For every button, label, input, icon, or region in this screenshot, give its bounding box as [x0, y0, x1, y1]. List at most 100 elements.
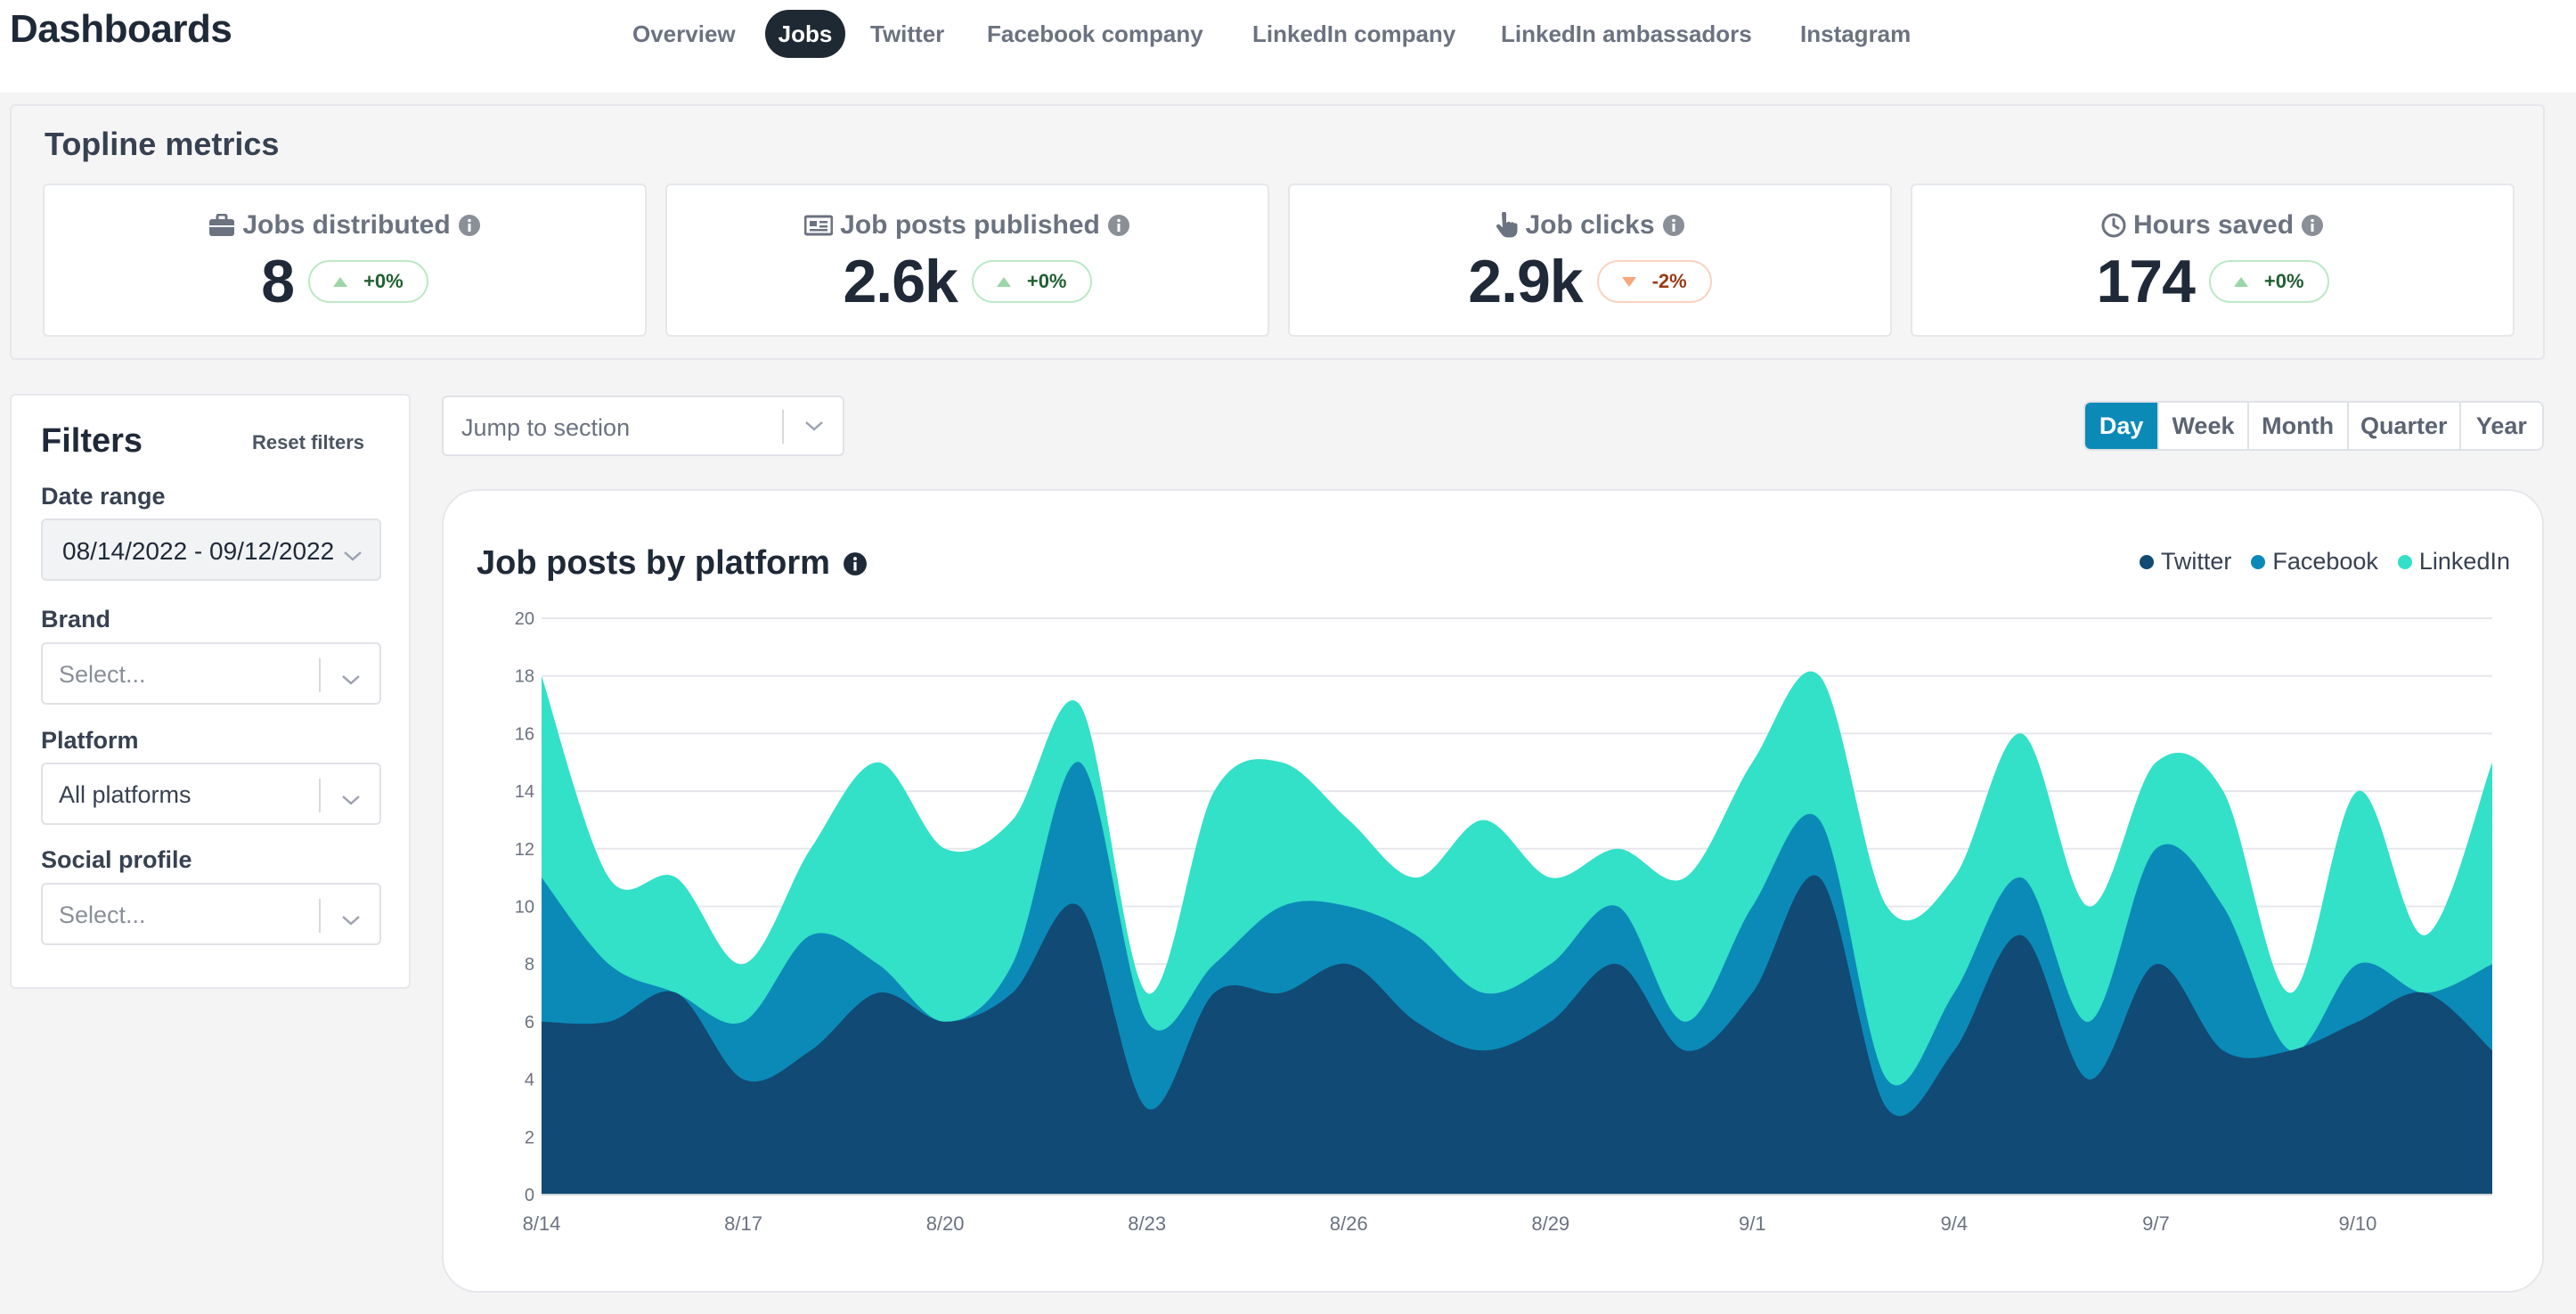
- platform-select[interactable]: All platforms: [41, 763, 381, 825]
- period-year-button[interactable]: Year: [2458, 403, 2542, 449]
- info-icon[interactable]: [1662, 214, 1685, 237]
- info-icon[interactable]: [843, 551, 868, 576]
- pointer-hand-icon: [1495, 212, 1518, 239]
- chevron-down-icon: [803, 419, 825, 437]
- x-tick-label: 8/23: [1128, 1212, 1166, 1235]
- y-tick-label: 20: [515, 609, 534, 629]
- job-posts-by-platform-card: 0 2 4 6 8 10 12 14 16 18 20 8/14 8/17 8/20 8/23 8/26 8/2…: [442, 489, 2544, 1293]
- y-tick-label: 2: [525, 1128, 534, 1147]
- select-divider: [319, 658, 321, 692]
- select-divider: [319, 899, 321, 933]
- topline-metrics-panel: Topline metrics Jobs distributed 8 +0% J: [10, 104, 2545, 360]
- delta-value: +0%: [1026, 270, 1067, 292]
- metric-card-hours-saved: Hours saved 174 +0%: [1911, 184, 2515, 337]
- metric-value: 8: [261, 248, 295, 315]
- legend-label: Facebook: [2272, 548, 2378, 575]
- dashboard-nav: Overview Jobs Twitter Facebook company L…: [0, 0, 2576, 66]
- social-profile-select[interactable]: Select...: [41, 883, 381, 945]
- x-tick-label: 8/14: [523, 1212, 561, 1235]
- brand-label: Brand: [41, 606, 111, 633]
- legend-swatch: [2251, 554, 2266, 569]
- tab-linkedin-company[interactable]: LinkedIn company: [1252, 20, 1456, 47]
- x-tick-label: 8/17: [724, 1212, 762, 1235]
- x-tick-label: 8/26: [1330, 1212, 1368, 1235]
- y-tick-label: 12: [515, 840, 534, 860]
- metric-value: 2.6k: [843, 248, 958, 315]
- platform-label: Platform: [41, 727, 139, 754]
- x-tick-label: 8/20: [926, 1212, 965, 1235]
- x-tick-label: 8/29: [1531, 1212, 1569, 1235]
- date-range-value: 08/14/2022 - 09/12/2022: [62, 537, 335, 565]
- delta-badge: +0%: [2208, 260, 2329, 303]
- delta-badge: +0%: [308, 260, 428, 303]
- date-range-picker[interactable]: 08/14/2022 - 09/12/2022: [41, 518, 381, 581]
- y-tick-label: 6: [525, 1013, 534, 1032]
- jump-to-section-select[interactable]: Jump to section: [442, 396, 844, 456]
- metric-label: Job clicks: [1525, 210, 1655, 240]
- trend-up-icon: [333, 276, 348, 287]
- period-month-button[interactable]: Month: [2246, 403, 2347, 449]
- x-tick-label: 9/1: [1739, 1212, 1766, 1235]
- x-tick-label: 9/10: [2339, 1212, 2377, 1235]
- brand-select[interactable]: Select...: [41, 642, 381, 705]
- legend-item-twitter[interactable]: Twitter: [2139, 548, 2232, 575]
- filters-panel: Filters Reset filters Date range 08/14/2…: [10, 394, 411, 989]
- tab-jobs[interactable]: Jobs: [765, 10, 845, 58]
- app-title: Dashboards: [10, 7, 232, 51]
- select-divider: [319, 779, 321, 812]
- delta-badge: +0%: [971, 260, 1092, 303]
- info-icon[interactable]: [2301, 214, 2324, 237]
- trend-up-icon: [2233, 276, 2248, 287]
- brand-placeholder: Select...: [59, 661, 146, 688]
- metric-label: Hours saved: [2132, 210, 2295, 240]
- metric-value: 2.9k: [1468, 248, 1583, 315]
- period-quarter-button[interactable]: Quarter: [2346, 403, 2459, 449]
- metric-card-job-posts-published: Job posts published 2.6k +0%: [665, 184, 1269, 337]
- delta-badge: -2%: [1596, 260, 1712, 303]
- topline-title: Topline metrics: [45, 126, 280, 162]
- metric-value: 174: [2096, 248, 2195, 315]
- tab-instagram[interactable]: Instagram: [1800, 20, 1912, 47]
- y-tick-label: 14: [515, 782, 534, 802]
- select-divider: [782, 410, 784, 444]
- y-tick-label: 4: [525, 1071, 534, 1090]
- tab-twitter[interactable]: Twitter: [870, 20, 945, 47]
- tab-overview[interactable]: Overview: [632, 20, 736, 47]
- x-tick-label: 9/4: [1941, 1212, 1969, 1235]
- tab-facebook-company[interactable]: Facebook company: [987, 20, 1203, 47]
- chart-legend: Twitter Facebook LinkedIn: [2139, 548, 2510, 575]
- chevron-down-icon: [340, 906, 362, 934]
- period-day-button[interactable]: Day: [2085, 403, 2158, 449]
- y-tick-label: 10: [515, 898, 534, 918]
- chevron-down-icon: [342, 542, 363, 569]
- legend-label: LinkedIn: [2418, 548, 2510, 575]
- legend-item-linkedin[interactable]: LinkedIn: [2397, 548, 2510, 575]
- tab-linkedin-ambassadors[interactable]: LinkedIn ambassadors: [1501, 20, 1752, 47]
- job-posts-area-chart: 0 2 4 6 8 10 12 14 16 18 20 8/14 8/17 8/20 8/23 8/26 8/2…: [515, 609, 2492, 1235]
- period-week-button[interactable]: Week: [2157, 403, 2246, 449]
- info-icon[interactable]: [458, 214, 481, 237]
- metric-card-jobs-distributed: Jobs distributed 8 +0%: [43, 184, 647, 337]
- delta-value: -2%: [1651, 270, 1687, 292]
- reset-filters-link[interactable]: Reset filters: [252, 431, 364, 453]
- period-toggle: Day Week Month Quarter Year: [2083, 401, 2544, 451]
- newspaper-icon: [804, 215, 834, 236]
- legend-label: Twitter: [2160, 548, 2232, 575]
- metric-card-job-clicks: Job clicks 2.9k -2%: [1288, 184, 1892, 337]
- delta-value: +0%: [2263, 270, 2304, 292]
- jump-to-section-placeholder: Jump to section: [461, 414, 631, 441]
- y-tick-label: 0: [525, 1186, 534, 1205]
- area-series-twitter: [542, 875, 2492, 1195]
- date-range-label: Date range: [41, 483, 166, 510]
- info-icon[interactable]: [1107, 214, 1130, 237]
- y-tick-label: 18: [515, 667, 534, 687]
- legend-swatch: [2397, 554, 2412, 569]
- y-tick-label: 8: [525, 955, 534, 975]
- trend-down-icon: [1621, 276, 1636, 287]
- metric-label: Jobs distributed: [242, 210, 451, 240]
- platform-value: All platforms: [59, 781, 192, 808]
- trend-up-icon: [996, 276, 1011, 287]
- social-profile-label: Social profile: [41, 846, 192, 873]
- legend-item-facebook[interactable]: Facebook: [2251, 548, 2378, 575]
- top-bar: Dashboards Overview Jobs Twitter Faceboo…: [0, 0, 2576, 93]
